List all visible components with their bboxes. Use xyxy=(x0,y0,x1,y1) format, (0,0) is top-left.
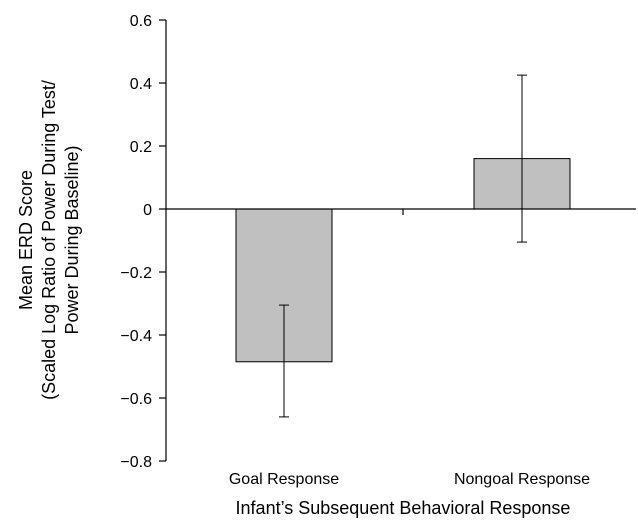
y-axis-title: Mean ERD Score (Scaled Log Ratio of Powe… xyxy=(16,80,82,400)
x-axis-title: Infant’s Subsequent Behavioral Response xyxy=(236,498,571,518)
y-tick-label: −0.4 xyxy=(120,328,152,345)
y-tick-label: 0.6 xyxy=(130,13,152,30)
x-axis xyxy=(166,208,636,215)
category-label: Goal Response xyxy=(229,471,339,488)
y-tick-label: −0.6 xyxy=(120,391,152,408)
y-axis: 0.6 0.4 0.2 0 −0.2 −0.4 −0.6 −0.8 xyxy=(120,13,167,471)
y-tick-label: −0.8 xyxy=(120,454,152,471)
category-labels: Goal Response Nongoal Response xyxy=(229,471,590,488)
y-tick-label: 0.4 xyxy=(130,76,152,93)
y-tick-label: 0.2 xyxy=(130,139,152,156)
category-label: Nongoal Response xyxy=(454,471,590,488)
y-tick-label: 0 xyxy=(143,202,152,219)
error-bars xyxy=(279,74,527,418)
y-axis-title-line-3: Power During Baseline) xyxy=(62,145,82,334)
y-tick-label: −0.2 xyxy=(120,265,152,282)
y-axis-title-line-2: (Scaled Log Ratio of Power During Test/ xyxy=(39,80,59,400)
y-axis-title-line-1: Mean ERD Score xyxy=(16,170,36,310)
bars xyxy=(235,158,571,363)
